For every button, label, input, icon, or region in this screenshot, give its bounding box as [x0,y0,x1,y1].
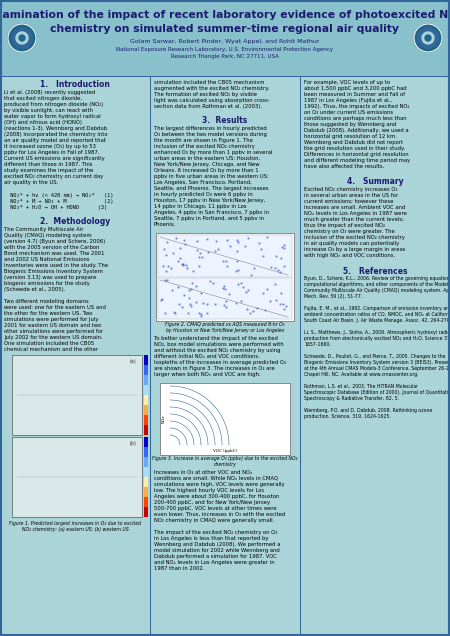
Point [180,259,187,269]
Circle shape [8,24,36,52]
Bar [12,437,142,517]
Point [234,235,241,245]
Text: 1.   Introduction: 1. Introduction [40,80,110,89]
Point [277,267,284,277]
Point [189,278,196,288]
Point [206,276,213,286]
Point [279,299,287,309]
Point [198,288,205,298]
Circle shape [425,35,431,41]
Point [210,279,217,289]
Point [281,304,288,314]
Circle shape [12,28,32,48]
Text: Figure 2. CMAQ predicted vs AQS measured 8-hr O₃
by Houston or New York/New Jers: Figure 2. CMAQ predicted vs AQS measured… [165,322,285,333]
Text: Increases in O₃ at other VOC and NOₓ
conditions are small. While NOₓ levels in C: Increases in O₃ at other VOC and NOₓ con… [154,470,285,571]
Point [278,253,285,263]
Point [189,266,197,277]
Point [245,286,252,296]
Point [247,308,254,318]
Point [219,283,226,293]
Point [222,256,230,266]
Point [241,242,248,252]
Point [172,233,179,244]
Bar [144,477,148,487]
Text: The Community Multiscale Air
Quality (CMAQ) modeling system
(version 4.7) (Byun : The Community Multiscale Air Quality (CM… [4,227,108,352]
Point [203,300,211,310]
Point [237,296,244,306]
Point [234,237,241,247]
Point [204,247,212,257]
Point [263,284,270,294]
Text: The largest differences in hourly predicted
O₃ between the two model versions du: The largest differences in hourly predic… [154,126,273,227]
Point [195,252,203,262]
Point [187,299,194,309]
Text: 5.   References: 5. References [343,267,407,276]
Text: National Exposure Research Laboratory, U.S. Environmental Protection Agency: National Exposure Research Laboratory, U… [117,47,333,52]
Point [211,300,218,310]
Bar [144,487,148,497]
Text: (a): (a) [129,359,136,364]
Bar [158,278,292,319]
Text: simulation included the CB05 mechanism
augmented with the excited NO₂ chemistry.: simulation included the CB05 mechanism a… [154,80,270,109]
Point [267,263,274,273]
Text: NO₂* + hν (< 420 nm) → NO₂*   (1)
  NO₂* + M → NO₂ + M            (2)
  NO₂* + H: NO₂* + hν (< 420 nm) → NO₂* (1) NO₂* + M… [4,193,113,210]
Point [162,308,169,318]
Bar [144,365,148,375]
Circle shape [422,32,434,44]
Point [180,235,187,245]
Point [224,235,231,245]
Point [243,304,250,314]
Text: To better understand the impact of the excited
NO₂, box model simulations were p: To better understand the impact of the e… [154,336,286,377]
Bar [150,76,151,636]
Point [277,287,284,298]
Point [197,309,204,319]
Point [176,252,184,263]
Point [247,270,254,280]
Bar [144,447,148,457]
Point [278,242,285,252]
Point [180,259,187,270]
Bar [144,405,148,415]
Bar [144,355,148,365]
Point [168,263,175,273]
Point [235,265,242,275]
Point [192,281,199,291]
Bar [144,507,148,517]
Point [198,311,205,321]
Bar [0,0,450,76]
Point [222,284,229,294]
Bar [144,437,148,447]
Circle shape [16,32,28,44]
Bar [144,375,148,385]
Point [195,308,202,319]
Bar [144,457,148,467]
Point [234,279,242,289]
Bar [144,467,148,477]
Point [274,265,282,275]
Point [213,236,220,246]
Text: Figure 3. Increase in average O₃ (ppbv) due to the excited NO₂
chemistry: Figure 3. Increase in average O₃ (ppbv) … [152,456,298,467]
Text: Golam Sarwar, Robert Pinder, Wyat Appel, and Rohit Mathur: Golam Sarwar, Robert Pinder, Wyat Appel,… [130,39,320,44]
Point [176,242,184,252]
Text: 4.   Summary: 4. Summary [346,177,403,186]
Text: (b): (b) [129,441,136,446]
Point [158,293,166,303]
Point [168,285,175,295]
Point [223,261,230,271]
Bar [144,497,148,507]
Point [215,244,222,254]
Text: Byun, D., Schere, K.L., 2006. Review of the governing equations,
computational a: Byun, D., Schere, K.L., 2006. Review of … [304,276,450,419]
Point [280,243,288,253]
Text: 3.  Results: 3. Results [202,116,248,125]
Point [212,245,219,256]
Point [223,301,230,312]
Point [280,240,288,250]
Point [271,263,278,273]
Point [273,295,280,305]
Point [250,263,257,273]
Point [169,248,176,258]
Text: VOC (ppbC): VOC (ppbC) [213,449,237,453]
Point [266,296,274,306]
Point [225,289,232,299]
Point [175,299,182,309]
